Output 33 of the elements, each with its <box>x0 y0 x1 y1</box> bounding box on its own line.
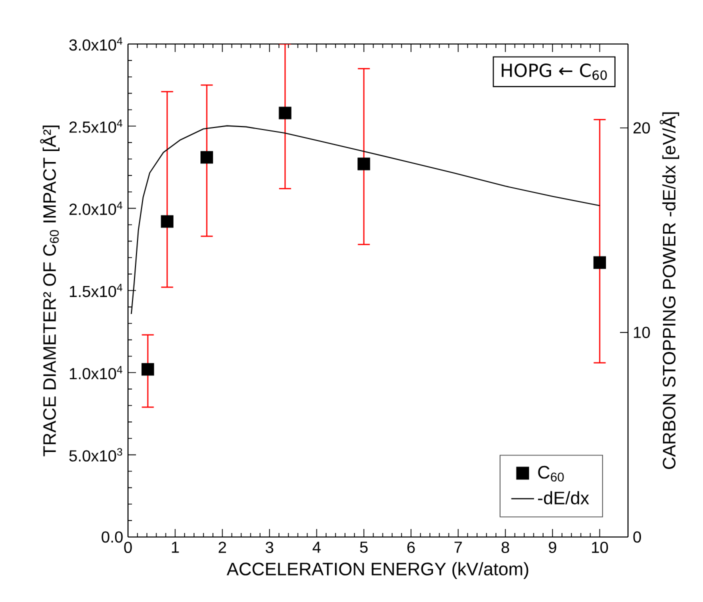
point <box>200 151 214 164</box>
y-tick-label: 1.5x10$^{4}$ <box>70 284 122 298</box>
x-tick-label: 7 <box>454 542 462 553</box>
legend-label: C$_{60}$ <box>538 466 564 482</box>
y-tick-label: 2.5x10$^{4}$ <box>69 120 122 133</box>
x-tick-label: 10 <box>592 542 608 554</box>
y-tick-label: 3.0x10$^{4}$ <box>69 37 122 51</box>
x-tick-label: 1 <box>172 542 179 553</box>
y-tick-label: 2.0x10$^{4}$ <box>69 202 122 215</box>
point <box>593 256 606 269</box>
y2-axis-title: CARBON STOPPING POWER -dE/dx [eV/Å] <box>660 112 680 469</box>
point <box>358 158 370 170</box>
y-axis-title: TRACE DIAMETER² OF C$_{60}$ IMPACT [Å²] <box>40 126 60 456</box>
x-tick-label: 0 <box>124 542 132 554</box>
point <box>160 215 174 228</box>
y2-tick-label: 10 <box>634 326 650 338</box>
x-tick-label: 9 <box>548 542 556 554</box>
point <box>278 106 292 120</box>
x-axis-title: ACCELERATION ENERGY (kV/atom) <box>226 562 528 579</box>
y2-tick-label: 0 <box>633 531 641 543</box>
y-tick-label: 0.0 <box>102 531 123 543</box>
x-tick-label: 6 <box>407 542 415 554</box>
point <box>142 363 154 376</box>
y-tick-label: 5.0x10$^{3}$ <box>69 448 122 462</box>
x-tick-label: 3 <box>266 542 274 554</box>
y-tick-label: 1.0x10$^{4}$ <box>70 366 122 380</box>
legend-label: -dE/dx <box>538 491 590 504</box>
y2-tick-label: 20 <box>634 122 650 134</box>
x-tick-label: 8 <box>502 542 510 554</box>
annotation: HOPG ← C$_{60}$ <box>502 64 607 80</box>
x-tick-label: 2 <box>218 542 226 553</box>
x-tick-label: 4 <box>312 542 321 553</box>
x-tick-label: 5 <box>360 542 368 553</box>
